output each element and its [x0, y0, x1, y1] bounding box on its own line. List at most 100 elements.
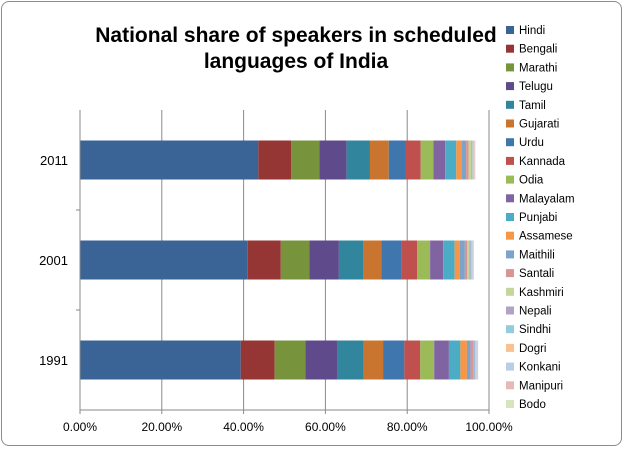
bar-segment-gujarati — [363, 340, 384, 380]
bar-segment-kannada — [401, 240, 418, 280]
bar-segment-urdu — [381, 240, 402, 280]
bar-segment-nepali — [469, 240, 471, 280]
legend-swatch — [506, 26, 514, 34]
bar-segment-urdu — [383, 340, 405, 380]
chart-title-line-2: languages of India — [204, 50, 389, 73]
bar-segment-punjabi — [448, 340, 461, 380]
y-category-label: 2001 — [39, 253, 68, 268]
legend-swatch — [506, 138, 514, 147]
bar-segment-kashmiri — [467, 240, 470, 280]
legend-label: Hindi — [519, 25, 545, 37]
bar-segment-tamil — [337, 340, 364, 380]
bar-segment-punjabi — [443, 240, 455, 280]
legend-swatch — [506, 213, 514, 221]
bar-segment-manipuri — [476, 340, 478, 380]
legend-swatch — [506, 250, 514, 259]
legend-swatch — [506, 381, 514, 390]
legend-label: Urdu — [519, 137, 544, 149]
bar-segment-marathi — [280, 240, 310, 280]
legend-swatch — [506, 119, 514, 128]
bar-segment-hindi — [80, 140, 259, 180]
bar-segment-gujarati — [363, 240, 382, 280]
y-category-label: 1991 — [39, 353, 68, 368]
legend-swatch — [506, 306, 514, 315]
legend-label: Santali — [519, 268, 554, 280]
x-tick-label: 0.00% — [63, 420, 97, 434]
legend-label: Sindhi — [519, 324, 551, 336]
legend-swatch — [506, 287, 514, 296]
legend-swatch — [506, 100, 514, 109]
legend-label: Bengali — [519, 44, 557, 56]
legend-swatch — [506, 231, 514, 240]
legend-label: Dogri — [519, 343, 546, 355]
legend-label: Konkani — [519, 362, 561, 374]
bar-segment-maithili — [466, 340, 471, 380]
y-category-label: 2011 — [40, 153, 68, 168]
x-tick-label: 20.00% — [141, 420, 182, 434]
bar-segment-santali — [470, 340, 474, 380]
bar-segment-telugu — [319, 140, 347, 180]
bar-segment-manipuri — [474, 140, 475, 180]
legend-label: Manipuri — [519, 380, 563, 392]
bar-segment-konkani — [473, 140, 475, 180]
legend-swatch — [506, 400, 514, 408]
bar-segment-dogri — [475, 340, 477, 380]
bar-segment-kannada — [405, 140, 421, 180]
legend-label: Marathi — [519, 62, 557, 74]
legend-label: Bodo — [519, 399, 546, 411]
bar-segment-malayalam — [433, 140, 446, 180]
legend: Hindi Bengali Marathi Telugu Tamil Gujarati Ur… — [506, 25, 575, 411]
bar-segments — [80, 140, 479, 380]
legend-swatch — [506, 175, 514, 184]
bar-segment-assamese — [454, 240, 460, 280]
legend-label: Assamese — [519, 231, 573, 243]
bar-segment-konkani — [472, 240, 474, 280]
x-tick-label: 60.00% — [305, 420, 346, 434]
bar-segment-odia — [420, 140, 434, 180]
bar-segment-tamil — [346, 140, 370, 180]
bar-segment-gujarati — [369, 140, 389, 180]
legend-label: Maithili — [519, 249, 555, 261]
bar-segment-nepali — [473, 340, 475, 380]
bar-segment-hindi — [80, 340, 241, 380]
bar-segment-sindhi — [470, 240, 472, 280]
bar-segment-konkani — [476, 340, 477, 380]
legend-label: Odia — [519, 175, 544, 187]
x-tick-label: 80.00% — [387, 420, 428, 434]
bar-segment-bengali — [240, 340, 275, 380]
legend-swatch — [506, 82, 514, 91]
legend-swatch — [506, 362, 514, 371]
legend-swatch — [506, 44, 514, 53]
x-tick-label: 100.00% — [465, 420, 513, 434]
bar-segment-santali — [466, 140, 469, 180]
bar-segment-assamese — [456, 140, 462, 180]
bar-segment-urdu — [388, 140, 406, 180]
legend-swatch — [506, 325, 514, 334]
bar-segment-maithili — [461, 140, 467, 180]
bar-segment-bengali — [247, 240, 281, 280]
bar-segment-odia — [420, 340, 435, 380]
bar-segment-hindi — [80, 240, 248, 280]
bar-segment-nepali — [471, 140, 472, 180]
x-tick-label: 40.00% — [223, 420, 264, 434]
bar-segment-sindhi — [471, 140, 473, 180]
legend-label: Kashmiri — [519, 287, 564, 299]
legend-swatch — [506, 63, 514, 72]
legend-label: Malayalam — [519, 193, 575, 205]
bar-segment-santali — [464, 240, 468, 280]
bar-segment-kannada — [404, 340, 421, 380]
legend-swatch — [506, 194, 514, 203]
bar-segment-sindhi — [474, 340, 476, 380]
legend-swatch — [506, 269, 514, 278]
legend-swatch — [506, 156, 514, 165]
bar-segment-telugu — [309, 240, 339, 280]
legend-label: Punjabi — [519, 212, 557, 224]
legend-label: Tamil — [519, 100, 546, 112]
legend-label: Kannada — [519, 156, 566, 168]
bar-segment-punjabi — [445, 140, 457, 180]
legend-label: Nepali — [519, 306, 552, 318]
bar-segment-marathi — [274, 340, 306, 380]
bar-segment-malayalam — [434, 340, 449, 380]
bar-segment-dogri — [471, 240, 473, 280]
